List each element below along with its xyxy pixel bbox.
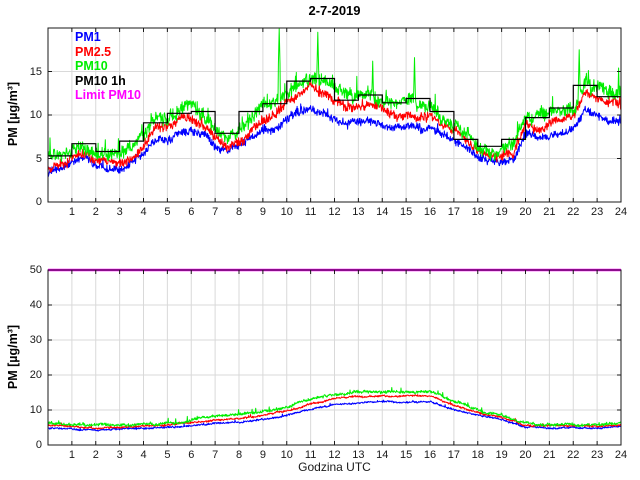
top-panel-x-tick-label: 3	[116, 206, 123, 218]
top-panel-x-tick-label: 18	[471, 206, 484, 218]
top-panel-x-tick-label: 4	[140, 206, 147, 218]
bottom-panel-x-tick-label: 19	[495, 449, 508, 461]
bottom-panel-x-tick-label: 15	[400, 449, 413, 461]
top-panel-x-tick-label: 7	[212, 206, 219, 218]
bottom-panel-x-tick-label: 1	[68, 449, 75, 461]
bottom-panel-x-tick-label: 17	[447, 449, 460, 461]
top-panel-x-tick-label: 5	[164, 206, 171, 218]
top-panel-x-tick-label: 2	[92, 206, 99, 218]
bottom-panel-x-tick-label: 22	[567, 449, 580, 461]
bottom-panel-x-tick-label: 13	[352, 449, 365, 461]
top-panel-x-tick-label: 21	[543, 206, 556, 218]
top-panel-x-tick-label: 8	[235, 206, 243, 218]
bottom-panel-x-tick-label: 3	[116, 449, 123, 461]
top-panel-grid	[48, 28, 621, 202]
chart-title: 2-7-2019	[308, 3, 361, 18]
top-panel-border	[47, 27, 622, 203]
bottom-panel-x-tick-label: 20	[519, 449, 532, 461]
bottom-panel-y-tick-label: 20	[29, 369, 42, 381]
top-panel-x-tick-label: 17	[447, 206, 460, 218]
bottom-panel-x-tick-label: 23	[591, 449, 604, 461]
top-panel-y-tick-label: 15	[29, 65, 42, 78]
bottom-panel-x-tick-label: 16	[423, 449, 437, 461]
legend: PM1 PM2.5 PM10 PM10 1h Limit PM10	[75, 30, 141, 103]
bottom-panel-pm10-line	[47, 387, 622, 428]
bottom-panel-x-tick-label: 12	[328, 449, 341, 461]
legend-item-pm10-1h: PM10 1h	[75, 73, 126, 88]
top-panel-x-tick-label: 9	[259, 206, 266, 218]
bottom-panel-x-tick-label: 21	[543, 449, 556, 461]
bottom-panel-x-tick-label: 9	[259, 449, 266, 461]
top-panel-x-tick-label: 12	[328, 206, 341, 218]
top-panel-x-tick-label: 10	[280, 206, 293, 218]
bottom-panel-x-tick-label: 4	[140, 449, 147, 461]
top-panel-y-tick-label: 0	[35, 196, 42, 208]
bottom-panel-y-tick-label: 50	[29, 264, 42, 276]
bottom-panel-x-tick-label: 11	[304, 449, 317, 461]
top-panel-x-tick-label: 24	[614, 206, 628, 218]
bottom-panel-x-tick-label: 14	[376, 449, 389, 461]
bottom-panel-pm2-5-line	[47, 394, 622, 430]
top-panel-y-tick-label: 5	[35, 152, 42, 165]
bottom-panel-x-tick-label: 5	[164, 449, 171, 461]
x-axis-label: Godzina UTC	[298, 460, 371, 474]
bottom-panel-ticks	[48, 269, 622, 446]
bottom-panel-grid	[48, 270, 621, 445]
top-panel-x-tick-label: 19	[495, 206, 508, 218]
top-panel-x-tick-label: 11	[304, 206, 317, 218]
top-panel-x-tick-label: 15	[400, 206, 413, 218]
legend-item-pm2-5: PM2.5	[75, 44, 112, 59]
bottom-panel-x-tick-label: 7	[212, 449, 219, 461]
legend-item-pm1: PM1	[75, 30, 101, 44]
bottom-panel-x-tick-label: 24	[614, 449, 628, 461]
top-panel-x-tick-label: 13	[352, 206, 365, 218]
bottom-panel-x-tick-label: 6	[188, 449, 195, 461]
legend-item-pm10: PM10	[75, 59, 108, 73]
top-panel	[47, 27, 622, 203]
bottom-panel-pm1-line	[47, 399, 622, 432]
top-panel-x-tick-label: 22	[567, 206, 580, 218]
bottom-panel-y-tick-label: 30	[29, 334, 42, 346]
top-panel-x-tick-label: 6	[188, 206, 195, 218]
top-panel-ticks	[48, 28, 622, 203]
bottom-panel-x-tick-label: 2	[92, 449, 99, 461]
bottom-panel-y-tick-label: 0	[35, 439, 42, 451]
bottom-panel-y-tick-label: 10	[29, 404, 42, 416]
bottom-panel-x-tick-label: 10	[280, 449, 293, 461]
top-panel-x-tick-label: 14	[376, 206, 389, 218]
bottom-panel	[47, 268, 622, 446]
top-panel-x-tick-label: 20	[519, 206, 532, 218]
top-panel-x-tick-label: 1	[68, 206, 75, 218]
top-panel-pm10-1h-line	[48, 77, 621, 157]
top-panel-x-tick-label: 16	[423, 206, 437, 218]
legend-item-limit-pm10: Limit PM10	[75, 88, 141, 102]
bottom-panel-x-tick-label: 18	[471, 449, 484, 461]
bottom-panel-border	[47, 269, 622, 446]
top-panel-y-tick-label: 10	[29, 109, 42, 121]
bottom-panel-x-tick-label: 8	[235, 449, 243, 461]
bottom-panel-y-tick-label: 40	[29, 299, 42, 311]
top-panel-x-tick-label: 23	[591, 206, 604, 218]
